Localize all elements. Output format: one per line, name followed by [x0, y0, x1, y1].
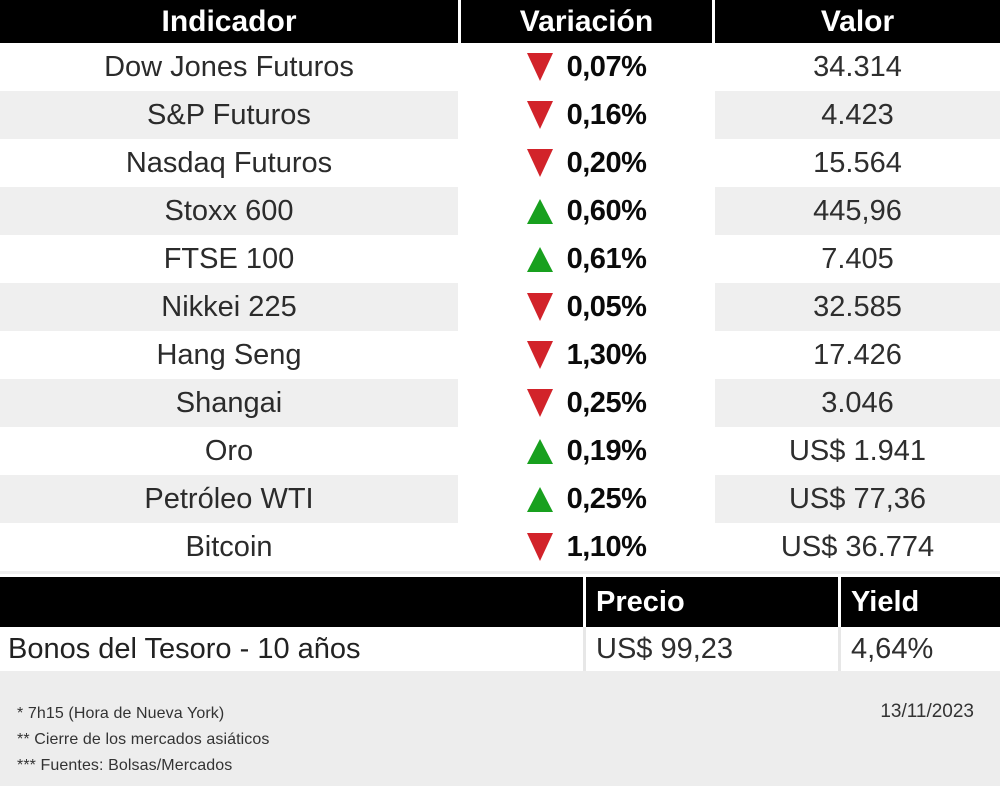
bonds-table: Precio Yield Bonos del Tesoro - 10 años …: [0, 577, 1000, 671]
table-row-nasdaq: Nasdaq Futuros 0,20% 15.564: [0, 139, 1000, 187]
bond-yield: 4,64%: [841, 627, 1000, 671]
indicator-value: 7.405: [715, 235, 1000, 283]
header-yield: Yield: [841, 577, 1000, 627]
variation-value: 0,07%: [566, 50, 647, 83]
table-row-oro: Oro 0,19% US$ 1.941: [0, 427, 1000, 475]
indicator-value: US$ 36.774: [715, 523, 1000, 571]
indicator-name: Dow Jones Futuros: [0, 43, 458, 91]
footer: * 7h15 (Hora de Nueva York) ** Cierre de…: [0, 671, 1000, 786]
variation-value: 0,60%: [566, 194, 647, 227]
variation-value: 1,10%: [566, 530, 647, 563]
down-arrow-icon: [526, 53, 553, 81]
indicator-name: Oro: [0, 427, 458, 475]
indicator-name: Nasdaq Futuros: [0, 139, 458, 187]
indicator-value: 4.423: [715, 91, 1000, 139]
indicator-value: 34.314: [715, 43, 1000, 91]
variation-cell: 0,05%: [461, 283, 712, 331]
header-value: Valor: [715, 0, 1000, 43]
variation-cell: 0,19%: [461, 427, 712, 475]
markets-table: Indicador Variación Valor Dow Jones Futu…: [0, 0, 1000, 574]
variation-value: 0,25%: [566, 482, 647, 515]
bond-name: Bonos del Tesoro - 10 años: [0, 627, 583, 671]
indicator-name: Shangai: [0, 379, 458, 427]
indicator-value: US$ 1.941: [715, 427, 1000, 475]
table-row-hang-seng: Hang Seng 1,30% 17.426: [0, 331, 1000, 379]
date-label: 13/11/2023: [880, 701, 974, 722]
table-row-petroleo: Petróleo WTI 0,25% US$ 77,36: [0, 475, 1000, 523]
indicator-value: 445,96: [715, 187, 1000, 235]
variation-value: 0,25%: [566, 386, 647, 419]
variation-value: 0,16%: [566, 98, 647, 131]
header-price: Precio: [586, 577, 838, 627]
bonds-table-header: Precio Yield: [0, 577, 1000, 627]
table-row-shangai: Shangai 0,25% 3.046: [0, 379, 1000, 427]
variation-cell: 0,20%: [461, 139, 712, 187]
variation-cell: 1,10%: [461, 523, 712, 571]
indicator-value: 17.426: [715, 331, 1000, 379]
indicator-name: Nikkei 225: [0, 283, 458, 331]
variation-value: 0,05%: [566, 290, 647, 323]
markets-table-header: Indicador Variación Valor: [0, 0, 1000, 43]
variation-value: 0,20%: [566, 146, 647, 179]
indicator-name: FTSE 100: [0, 235, 458, 283]
indicator-name: Bitcoin: [0, 523, 458, 571]
variation-cell: 0,61%: [461, 235, 712, 283]
header-empty: [0, 577, 583, 627]
table-row-bitcoin: Bitcoin 1,10% US$ 36.774: [0, 523, 1000, 571]
table-row-dow-jones: Dow Jones Futuros 0,07% 34.314: [0, 43, 1000, 91]
indicator-name: Stoxx 600: [0, 187, 458, 235]
footnote-sources: *** Fuentes: Bolsas/Mercados: [17, 757, 233, 774]
down-arrow-icon: [526, 533, 553, 561]
footnote-time: * 7h15 (Hora de Nueva York): [17, 705, 225, 722]
footnote-asian-markets: ** Cierre de los mercados asiáticos: [17, 731, 270, 748]
up-arrow-icon: [526, 438, 553, 464]
header-variation: Variación: [461, 0, 712, 43]
indicator-value: 3.046: [715, 379, 1000, 427]
indicator-value: 32.585: [715, 283, 1000, 331]
variation-cell: 0,07%: [461, 43, 712, 91]
variation-cell: 0,60%: [461, 187, 712, 235]
table-row-ftse: FTSE 100 0,61% 7.405: [0, 235, 1000, 283]
variation-value: 0,61%: [566, 242, 647, 275]
down-arrow-icon: [526, 341, 553, 369]
variation-value: 1,30%: [566, 338, 647, 371]
up-arrow-icon: [526, 486, 553, 512]
table-row-sp: S&P Futuros 0,16% 4.423: [0, 91, 1000, 139]
bond-price: US$ 99,23: [586, 627, 838, 671]
variation-cell: 0,16%: [461, 91, 712, 139]
indicator-value: US$ 77,36: [715, 475, 1000, 523]
up-arrow-icon: [526, 198, 553, 224]
variation-cell: 0,25%: [461, 475, 712, 523]
indicator-name: Hang Seng: [0, 331, 458, 379]
indicator-name: S&P Futuros: [0, 91, 458, 139]
down-arrow-icon: [526, 149, 553, 177]
indicator-value: 15.564: [715, 139, 1000, 187]
variation-cell: 1,30%: [461, 331, 712, 379]
header-indicator: Indicador: [0, 0, 458, 43]
down-arrow-icon: [526, 389, 553, 417]
table-row-nikkei: Nikkei 225 0,05% 32.585: [0, 283, 1000, 331]
variation-value: 0,19%: [566, 434, 647, 467]
up-arrow-icon: [526, 246, 553, 272]
bonds-table-body: Bonos del Tesoro - 10 años US$ 99,23 4,6…: [0, 627, 1000, 671]
indicator-name: Petróleo WTI: [0, 475, 458, 523]
table-row-stoxx: Stoxx 600 0,60% 445,96: [0, 187, 1000, 235]
markets-table-body: Dow Jones Futuros 0,07% 34.314 S&P Futur…: [0, 43, 1000, 571]
down-arrow-icon: [526, 293, 553, 321]
down-arrow-icon: [526, 101, 553, 129]
variation-cell: 0,25%: [461, 379, 712, 427]
